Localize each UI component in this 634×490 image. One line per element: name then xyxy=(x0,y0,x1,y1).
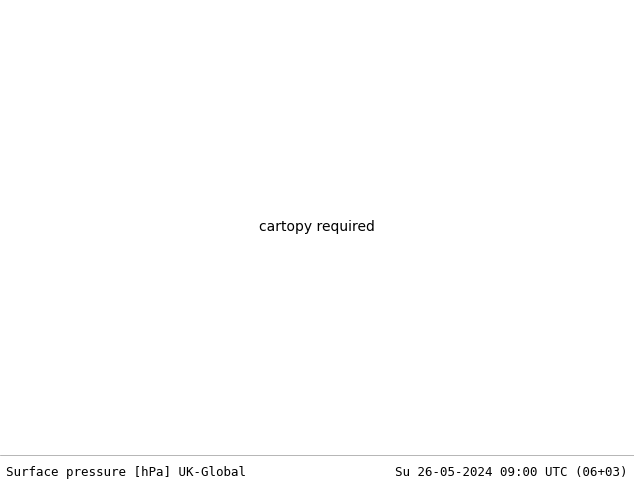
Text: cartopy required: cartopy required xyxy=(259,220,375,234)
Text: Surface pressure [hPa] UK-Global: Surface pressure [hPa] UK-Global xyxy=(6,466,247,479)
Text: Su 26-05-2024 09:00 UTC (06+03): Su 26-05-2024 09:00 UTC (06+03) xyxy=(395,466,628,479)
